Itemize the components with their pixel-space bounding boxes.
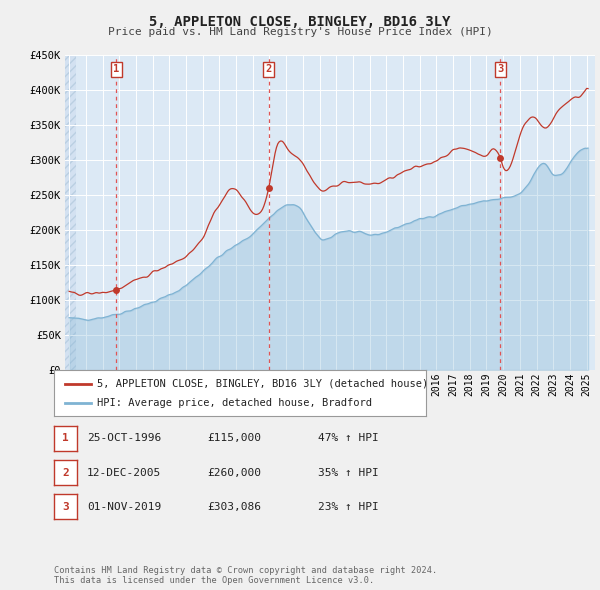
Text: 12-DEC-2005: 12-DEC-2005	[87, 468, 161, 477]
Text: 3: 3	[497, 64, 503, 74]
Text: £303,086: £303,086	[207, 502, 261, 512]
Text: 35% ↑ HPI: 35% ↑ HPI	[318, 468, 379, 477]
Text: £260,000: £260,000	[207, 468, 261, 477]
Text: HPI: Average price, detached house, Bradford: HPI: Average price, detached house, Brad…	[97, 398, 372, 408]
Text: Contains HM Land Registry data © Crown copyright and database right 2024.
This d: Contains HM Land Registry data © Crown c…	[54, 566, 437, 585]
Text: 47% ↑ HPI: 47% ↑ HPI	[318, 434, 379, 443]
Text: 5, APPLETON CLOSE, BINGLEY, BD16 3LY: 5, APPLETON CLOSE, BINGLEY, BD16 3LY	[149, 15, 451, 29]
Text: 1: 1	[113, 64, 119, 74]
Text: 25-OCT-1996: 25-OCT-1996	[87, 434, 161, 443]
Text: 3: 3	[62, 502, 69, 512]
Text: 01-NOV-2019: 01-NOV-2019	[87, 502, 161, 512]
Text: 2: 2	[266, 64, 272, 74]
Text: 23% ↑ HPI: 23% ↑ HPI	[318, 502, 379, 512]
Text: 5, APPLETON CLOSE, BINGLEY, BD16 3LY (detached house): 5, APPLETON CLOSE, BINGLEY, BD16 3LY (de…	[97, 379, 428, 389]
Text: 2: 2	[62, 468, 69, 477]
Text: 1: 1	[62, 434, 69, 443]
Text: Price paid vs. HM Land Registry's House Price Index (HPI): Price paid vs. HM Land Registry's House …	[107, 27, 493, 37]
Text: £115,000: £115,000	[207, 434, 261, 443]
